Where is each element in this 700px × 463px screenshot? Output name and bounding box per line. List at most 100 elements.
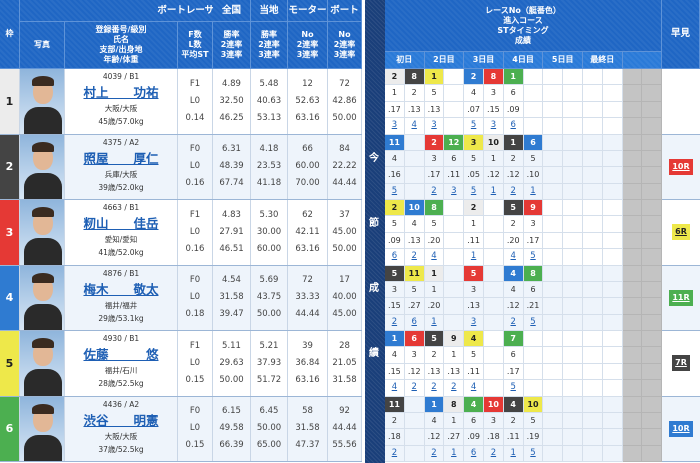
- racer-name-link[interactable]: 照屋 厚仁: [83, 150, 159, 166]
- race-result-cell[interactable]: 2: [503, 183, 524, 201]
- entry-course-cell: 3: [484, 85, 504, 102]
- race-result-cell[interactable]: 1: [523, 183, 544, 201]
- entry-course-cell: [404, 150, 425, 168]
- race-result-cell[interactable]: 2: [404, 380, 425, 397]
- hayami-race-link[interactable]: 7R: [672, 355, 690, 372]
- race-number-cell: [444, 265, 465, 282]
- st-timing-cell: .10: [523, 167, 544, 184]
- race-result-cell[interactable]: 5: [503, 380, 524, 397]
- race-number-cell: 8: [523, 265, 544, 282]
- race-result-cell[interactable]: 2: [424, 183, 445, 201]
- racer-name-link[interactable]: 佐藤 悠: [83, 347, 159, 362]
- race-number-cell: 8: [484, 69, 504, 86]
- race-result-cell[interactable]: 2: [444, 380, 465, 397]
- race-number-cell: 5: [385, 265, 405, 282]
- entry-course-cell: 1: [484, 150, 504, 168]
- st-timing-cell: [622, 232, 643, 250]
- f-value: L0: [189, 423, 201, 434]
- race-result-cell: [622, 314, 643, 332]
- race-result-cell[interactable]: 3: [464, 314, 484, 332]
- st-timing-cell: [543, 429, 564, 446]
- race-result-cell[interactable]: 2: [385, 314, 405, 332]
- race-result-cell[interactable]: 4: [385, 380, 405, 397]
- race-result-cell[interactable]: 5: [464, 118, 484, 135]
- racer-photo: [20, 69, 65, 134]
- st-timing-cell: .20: [503, 232, 524, 250]
- race-result-cell: [602, 445, 623, 463]
- race-result-cell[interactable]: 3: [484, 118, 504, 135]
- waku-header: 枠: [0, 0, 20, 69]
- race-result-cell[interactable]: 4: [464, 380, 484, 397]
- photo-hair: [32, 207, 54, 217]
- race-result-cell[interactable]: 4: [503, 249, 524, 266]
- entry-course-cell: [404, 412, 425, 430]
- national-sub-header: 勝率 2連率 3連率: [213, 22, 251, 69]
- boat-value: 44.44: [332, 178, 357, 189]
- entry-course-cell: [444, 216, 465, 233]
- race-result-cell[interactable]: 5: [523, 445, 544, 463]
- race-result-cell[interactable]: 3: [444, 183, 465, 201]
- hayami-race-link[interactable]: 10R: [669, 420, 693, 437]
- age-weight: 28歳/52.5kg: [98, 379, 144, 388]
- race-result-cell[interactable]: 2: [424, 445, 445, 463]
- race-result-cell[interactable]: 1: [503, 445, 524, 463]
- boat-stats: 17 40.00 45.00: [328, 265, 362, 330]
- race-result-cell[interactable]: 2: [484, 445, 504, 463]
- race-result-cell[interactable]: 1: [464, 249, 484, 266]
- race-result-cell[interactable]: 2: [404, 249, 425, 266]
- st-timing-cell: .19: [523, 429, 544, 446]
- race-result-cell[interactable]: 1: [484, 183, 504, 201]
- hayami-race-link[interactable]: 6R: [672, 224, 690, 241]
- st-timing-cell: .13: [404, 232, 425, 250]
- racer-name-link[interactable]: 渋谷 明憲: [83, 412, 159, 428]
- st-timing-cell: [444, 232, 465, 250]
- race-result-cell[interactable]: 3: [424, 118, 445, 135]
- race-result-cell: [602, 380, 623, 397]
- day-header: 3日目: [464, 52, 504, 69]
- st-timing-cell: [622, 101, 643, 119]
- race-result-cell[interactable]: 6: [464, 445, 484, 463]
- racer-name-link[interactable]: 梅木 敬太: [83, 281, 159, 297]
- registration-class: 4436 / A2: [102, 399, 140, 409]
- racer-name-link[interactable]: 籾山 佳岳: [83, 216, 159, 231]
- hayami-cell: [662, 69, 700, 135]
- race-number-cell: 8: [424, 200, 445, 217]
- race-result-cell[interactable]: 5: [523, 314, 544, 332]
- f-value: L0: [189, 292, 201, 303]
- entry-course-cell: [484, 347, 504, 364]
- race-result-cell[interactable]: 6: [404, 314, 425, 332]
- race-result-cell[interactable]: 2: [385, 445, 405, 463]
- race-result-cell: [543, 380, 564, 397]
- racer-info: 4876 / B1 梅木 敬太 福井/福井 29歳/53.1kg: [65, 265, 178, 330]
- race-result-cell[interactable]: 4: [404, 118, 425, 135]
- st-timing-cell: [563, 363, 583, 381]
- race-result-cell[interactable]: 4: [424, 249, 445, 266]
- race-result-cell[interactable]: 5: [523, 249, 544, 266]
- hayami-race-link[interactable]: 10R: [669, 158, 693, 175]
- race-result-cell[interactable]: 1: [444, 445, 465, 463]
- registration-class: 4663 / B1: [102, 203, 140, 212]
- hayami-cell: 10R: [662, 134, 700, 200]
- local-value: 6.45: [259, 406, 279, 417]
- hayami-race-link[interactable]: 11R: [669, 289, 693, 306]
- national-stats: 4.54 31.58 39.47: [213, 265, 251, 330]
- race-number-cell: [583, 331, 603, 348]
- race-result-cell[interactable]: 2: [503, 314, 524, 332]
- st-timing-cell: [622, 363, 643, 381]
- race-number-cell: 2: [424, 134, 445, 151]
- race-result-cell[interactable]: 5: [464, 183, 484, 201]
- race-result-cell[interactable]: 3: [385, 118, 405, 135]
- race-results-row: 11 2.18 2 1 4.12 2 8 1.27 1 4 6.09 6 10 3.18 2 4 2.11 1 10…: [385, 396, 663, 463]
- local-value: 60.00: [256, 243, 282, 254]
- boat-value: 50.00: [332, 112, 357, 123]
- race-number-cell: 10: [404, 200, 425, 217]
- race-result-cell: [642, 249, 663, 266]
- race-result-cell[interactable]: 2: [424, 380, 445, 397]
- race-result-cell[interactable]: 6: [503, 118, 524, 135]
- race-result-cell[interactable]: 5: [385, 183, 405, 201]
- local-value: 37.93: [256, 357, 282, 368]
- racer-name-link[interactable]: 村上 功祐: [83, 85, 159, 100]
- race-result-cell[interactable]: 6: [385, 249, 405, 266]
- st-timing-cell: [642, 167, 663, 184]
- race-result-cell[interactable]: 1: [424, 314, 445, 332]
